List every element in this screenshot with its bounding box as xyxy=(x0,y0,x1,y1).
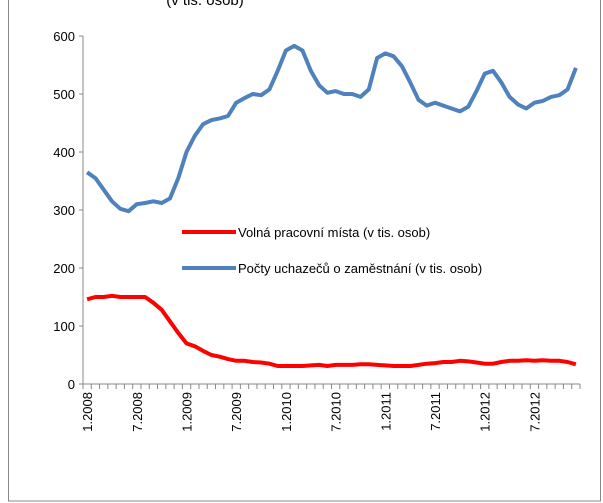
legend-label: Počty uchazečů o zaměstnání (v tis. osob… xyxy=(238,261,482,276)
y-tick-label: 400 xyxy=(53,145,75,160)
y-tick-label: 500 xyxy=(53,87,75,102)
x-tick-label: 7.2009 xyxy=(229,392,244,432)
x-tick-label: 1.2010 xyxy=(279,392,294,432)
y-tick-label: 200 xyxy=(53,261,75,276)
series-line xyxy=(85,43,578,214)
x-tick-label: 1.2009 xyxy=(180,392,195,432)
chart-title: (v tis. osob) xyxy=(166,0,244,9)
x-tick-label: 1.2011 xyxy=(378,392,393,431)
y-tick-label: 600 xyxy=(53,29,75,44)
chart-frame xyxy=(8,0,601,502)
x-tick-label: 7.2010 xyxy=(329,392,344,432)
x-tick-label: 7.2011 xyxy=(428,392,443,431)
series-line xyxy=(86,293,577,368)
y-tick-label: 100 xyxy=(53,319,75,334)
x-tick-label: 7.2012 xyxy=(527,392,542,432)
legend-label: Volná pracovní místa (v tis. osob) xyxy=(238,225,430,240)
y-tick-label: 300 xyxy=(53,203,75,218)
x-tick-label: 1.2008 xyxy=(80,392,95,432)
x-tick-label: 1.2012 xyxy=(478,392,493,432)
x-tick-label: 7.2008 xyxy=(130,392,145,432)
y-tick-label: 0 xyxy=(68,377,75,392)
